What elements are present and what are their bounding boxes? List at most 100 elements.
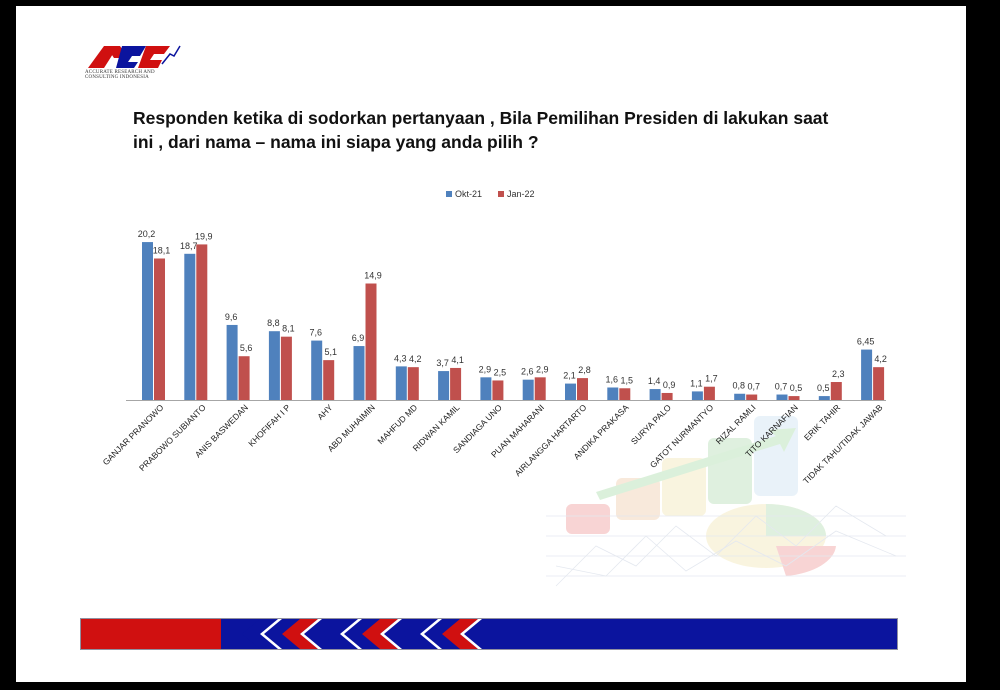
bar-okt-21-9 — [522, 379, 534, 400]
value-label: 8,8 — [267, 318, 280, 328]
bar-jan-22-16 — [830, 382, 842, 400]
footer-chevron-gap — [300, 619, 322, 649]
bar-jan-22-13 — [703, 386, 715, 400]
bar-jan-22-3 — [280, 336, 292, 400]
bar-okt-21-1 — [184, 253, 196, 400]
bar-okt-21-8 — [480, 377, 492, 400]
value-label: 1,5 — [621, 375, 634, 385]
bar-jan-22-17 — [873, 367, 885, 400]
bar-jan-22-2 — [238, 356, 250, 400]
value-label: 9,6 — [225, 312, 238, 322]
value-label: 18,1 — [153, 245, 171, 255]
value-label: 2,8 — [578, 365, 591, 375]
value-label: 0,5 — [817, 383, 830, 393]
footer-chevron-gap — [420, 619, 442, 649]
value-label: 0,7 — [747, 382, 760, 392]
page-title: Responden ketika di sodorkan pertanyaan … — [133, 108, 829, 152]
category-label: SURYA PALO — [629, 402, 673, 446]
logo-icon — [88, 45, 181, 68]
bar-jan-22-1 — [196, 244, 208, 400]
bar-okt-21-7 — [438, 371, 450, 400]
category-label: ERIK TAHIR — [802, 402, 842, 442]
bar-okt-21-5 — [353, 346, 365, 400]
chart-bars — [142, 242, 885, 400]
value-label: 7,6 — [309, 328, 322, 338]
value-label: 2,9 — [479, 364, 492, 374]
footer-chevron-gap — [380, 619, 402, 649]
slide: ACCURATE RESEARCH AND CONSULTING INDONES… — [16, 6, 966, 682]
value-label: 0,5 — [790, 383, 803, 393]
bar-jan-22-11 — [619, 388, 631, 400]
value-label: 4,1 — [451, 355, 464, 365]
bar-jan-22-6 — [407, 367, 419, 400]
category-label: AIRLANGGA HARTARTO — [513, 402, 589, 478]
bar-okt-21-0 — [142, 242, 153, 400]
value-label: 4,2 — [874, 354, 887, 364]
value-label: 1,1 — [690, 378, 703, 388]
bar-okt-21-6 — [395, 366, 407, 400]
value-label: 2,9 — [536, 364, 549, 374]
value-label: 2,3 — [832, 369, 845, 379]
value-label: 18,7 — [180, 241, 198, 251]
value-label: 19,9 — [195, 231, 213, 241]
value-label: 6,9 — [352, 333, 365, 343]
bar-jan-22-4 — [323, 360, 335, 400]
footer-chevron-gap — [460, 619, 482, 649]
legend-swatch — [446, 191, 452, 197]
value-label: 2,5 — [494, 367, 507, 377]
logo-caption: ACCURATE RESEARCH AND CONSULTING INDONES… — [85, 70, 155, 80]
bar-jan-22-12 — [661, 392, 673, 400]
bar-jan-22-10 — [577, 378, 588, 400]
value-label: 4,3 — [394, 353, 407, 363]
bar-jan-22-7 — [450, 367, 462, 400]
bar-okt-21-3 — [268, 331, 280, 400]
value-label: 6,45 — [857, 337, 875, 347]
footer-chevron-gap — [340, 619, 362, 649]
legend-label: Jan-22 — [507, 189, 535, 199]
footer-band — [80, 618, 898, 650]
bar-jan-22-5 — [365, 283, 377, 400]
bar-okt-21-10 — [565, 383, 576, 400]
value-label: 0,8 — [732, 381, 745, 391]
value-label: 5,6 — [240, 343, 253, 353]
bar-okt-21-2 — [226, 324, 238, 400]
bar-okt-21-13 — [691, 391, 703, 400]
value-label: 14,9 — [364, 271, 382, 281]
bar-jan-22-15 — [788, 396, 800, 400]
value-label: 5,1 — [324, 347, 337, 357]
bar-okt-21-12 — [649, 389, 661, 400]
category-label: MAHFUD MD — [375, 402, 419, 446]
value-label: 20,2 — [138, 229, 156, 239]
category-label: AHY — [315, 402, 335, 422]
bar-okt-21-15 — [776, 394, 788, 400]
value-label: 3,7 — [436, 358, 449, 368]
background-illustration — [546, 416, 906, 587]
chart-legend: Okt-21 Jan-22 — [446, 189, 535, 199]
value-label: 2,1 — [563, 371, 576, 381]
bar-jan-22-14 — [746, 394, 758, 400]
bar-okt-21-4 — [311, 340, 323, 400]
value-label: 0,9 — [663, 380, 676, 390]
bar-okt-21-14 — [734, 393, 746, 400]
footer-chevron-gap — [260, 619, 282, 649]
category-label: KHOFIFAH I P — [246, 402, 292, 448]
value-label: 4,2 — [409, 354, 422, 364]
bar-okt-21-17 — [861, 349, 873, 400]
category-label: TIDAK TAHU/TIDAK JAWAB — [801, 402, 885, 486]
chart-value-labels: 20,2 18,1 18,719,9 9,6 5,6 8,88,1 7,65,1 6,9 14,… — [138, 229, 887, 393]
value-label: 8,1 — [282, 324, 295, 334]
category-label: RIZAL RAMLI — [714, 402, 758, 446]
bar-okt-21-16 — [818, 396, 830, 400]
bar-jan-22-8 — [492, 380, 504, 400]
value-label: 1,7 — [705, 374, 718, 384]
bar-okt-21-11 — [607, 387, 619, 400]
value-label: 2,6 — [521, 367, 534, 377]
bar-jan-22-0 — [154, 258, 165, 400]
value-label: 1,4 — [648, 376, 661, 386]
bar-jan-22-9 — [534, 377, 546, 400]
legend-swatch — [498, 191, 504, 197]
value-label: 0,7 — [775, 382, 788, 392]
value-label: 1,6 — [606, 374, 619, 384]
bar-chart: Okt-21 Jan-22 20,2 18,1 18,719,9 9,6 5,6 8,88,… — [101, 189, 887, 486]
